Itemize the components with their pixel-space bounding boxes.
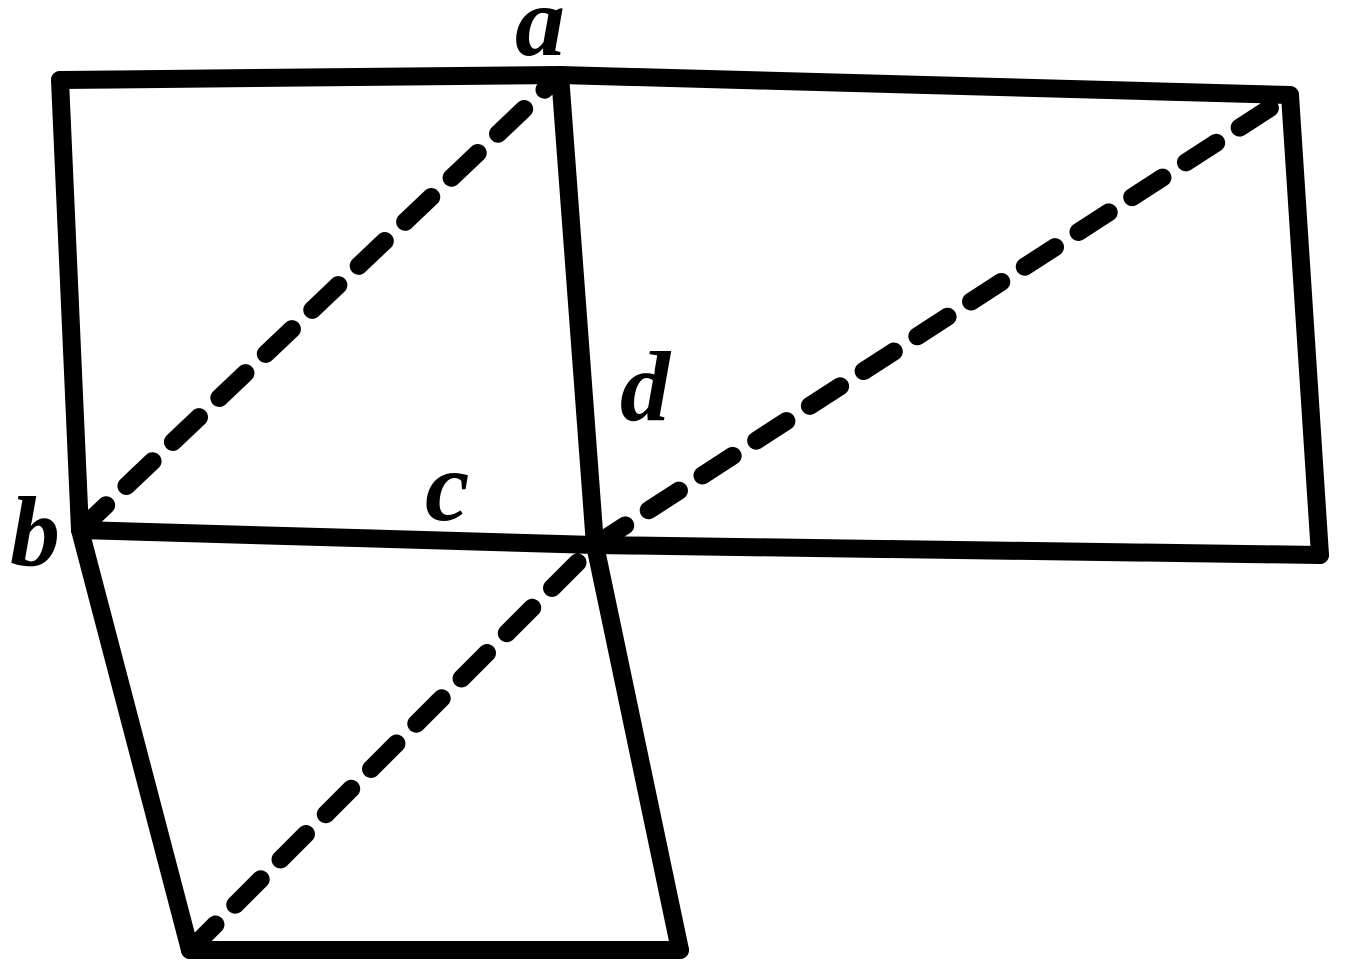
edge-tl-a bbox=[60, 75, 560, 80]
edge-b-cd bbox=[80, 530, 595, 545]
edge-cd-mr bbox=[595, 545, 1320, 555]
edge-tr-mr bbox=[1290, 95, 1320, 555]
edge-b-a bbox=[80, 75, 560, 530]
edge-tl-b bbox=[60, 80, 80, 530]
edge-bl-cd bbox=[190, 545, 595, 950]
edge-b-bl bbox=[80, 530, 190, 950]
label-d: d bbox=[620, 331, 672, 442]
edge-cd-br bbox=[595, 545, 680, 950]
label-a: a bbox=[515, 0, 565, 77]
geometry-diagram: a b c d bbox=[0, 0, 1348, 980]
edge-cd-tr bbox=[595, 95, 1290, 545]
edge-a-tr bbox=[560, 75, 1290, 95]
edge-a-cd bbox=[560, 75, 595, 545]
label-b: b bbox=[10, 476, 60, 587]
edges bbox=[60, 75, 1320, 950]
label-c: c bbox=[425, 431, 469, 542]
